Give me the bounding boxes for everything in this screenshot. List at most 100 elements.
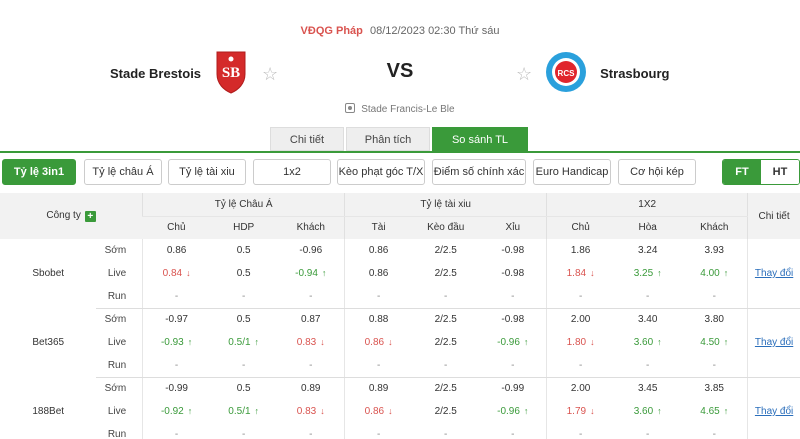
odds-cell: -0.92 ↑ (142, 400, 211, 423)
filter-correct-score[interactable]: Điểm số chính xác (432, 159, 526, 185)
odds-value: 4.00 (700, 268, 720, 279)
arrow-down-icon: ↓ (186, 268, 191, 278)
odds-value: - (309, 290, 313, 302)
sub-header-line: Kèo đầu (412, 216, 480, 239)
odds-cell: 0.83 ↓ (277, 331, 344, 354)
odds-value: 3.60 (633, 406, 654, 417)
odds-value: -0.96 (497, 406, 520, 417)
change-link[interactable]: Thay đổi (754, 406, 794, 417)
odds-cell: 1.86 (546, 239, 615, 262)
odds-value: 0.86 (364, 337, 385, 348)
filter-1x2[interactable]: 1x2 (253, 159, 331, 185)
odds-cell: -0.99 (479, 377, 546, 400)
arrow-up-icon: ↑ (187, 337, 193, 347)
ht-button[interactable]: HT (761, 160, 799, 184)
odds-cell: - (344, 285, 413, 309)
home-team-name[interactable]: Stade Brestois (110, 66, 202, 81)
away-team-logo: RCS (544, 50, 588, 97)
tab-odds-compare[interactable]: So sánh TL (432, 127, 528, 151)
odds-cell: 0.5/1 ↑ (210, 400, 277, 423)
ft-button[interactable]: FT (723, 160, 761, 184)
row-kind-early: Sớm (104, 314, 127, 326)
odds-cell: - (142, 423, 211, 439)
detail-cell (747, 285, 800, 309)
odds-value: - (646, 359, 650, 371)
odds-cell: 0.86 (142, 239, 211, 262)
filter-asian[interactable]: Tỷ lệ châu Á (84, 159, 162, 185)
home-team: Stade Brestois SB ☆ (110, 50, 278, 97)
odds-value: - (376, 359, 381, 371)
odds-value: - (578, 428, 583, 439)
odds-value: 3.40 (637, 314, 658, 326)
odds-value: -0.97 (165, 314, 188, 326)
detail-cell: Thay đổi (747, 331, 800, 354)
filter-over-under[interactable]: Tỷ lệ tài xiu (168, 159, 246, 185)
odds-cell: - (614, 423, 682, 439)
sub-header-x: Hòa (614, 216, 682, 239)
odds-value: - (646, 290, 650, 302)
odds-value: - (242, 290, 246, 302)
odds-value: - (242, 428, 246, 439)
odds-value: 2.00 (570, 383, 591, 395)
change-link[interactable]: Thay đổi (754, 268, 794, 279)
odds-cell: 3.85 (681, 377, 747, 400)
away-favorite-star-icon[interactable]: ☆ (516, 63, 533, 84)
away-team-name[interactable]: Strasbourg (600, 66, 670, 81)
odds-cell: - (681, 423, 748, 439)
add-company-icon[interactable]: + (84, 211, 96, 222)
odds-cell: - (277, 423, 345, 439)
odds-cell: 3.60 ↑ (614, 400, 681, 423)
arrow-down-icon: ↓ (590, 337, 595, 347)
tab-analysis[interactable]: Phân tích (346, 127, 430, 151)
home-team-logo: SB (213, 50, 249, 97)
odds-value: 3.25 (633, 268, 654, 279)
row-kind-early: Sớm (104, 245, 127, 256)
table-row: Run - - - - - - - - - (0, 285, 800, 309)
odds-cell: 0.83 ↓ (277, 400, 344, 423)
tab-detail[interactable]: Chi tiết (270, 127, 344, 151)
odds-cell: 1.79 ↓ (546, 400, 615, 423)
filter-corners[interactable]: Kèo phạt góc T/X (337, 159, 425, 185)
odds-cell: 0.5/1 ↑ (210, 331, 277, 354)
odds-value: 0.86 (368, 268, 389, 279)
table-row: Live -0.93 ↑ 0.5/1 ↑ 0.83 ↓ 0.86 ↓ 2/2.5 -0.96 ↑ 1.8… (0, 331, 800, 354)
odds-value: 3.80 (704, 314, 724, 326)
sub-header-home: Chủ (142, 216, 211, 239)
change-link[interactable]: Thay đổi (754, 337, 794, 348)
odds-cell: 3.93 (681, 239, 747, 262)
arrow-down-icon: ↓ (590, 406, 595, 416)
svg-text:RCS: RCS (558, 69, 576, 78)
odds-cell: -0.98 (479, 239, 546, 262)
match-header: VĐQG Pháp 08/12/2023 02:30 Thứ sáu Stade… (0, 0, 800, 122)
odds-cell: 0.84 ↓ (142, 262, 211, 285)
odds-cell: -0.96 ↑ (479, 400, 546, 423)
odds-cell: - (412, 354, 480, 378)
row-kind-early: Sớm (104, 383, 127, 395)
odds-value: -0.99 (165, 383, 188, 395)
filter-3in1[interactable]: Tỷ lệ 3in1 (2, 159, 76, 185)
odds-cell: 4.00 ↑ (681, 262, 747, 285)
odds-value: 0.89 (301, 383, 321, 395)
odds-cell: 2/2.5 (412, 262, 479, 285)
odds-value: 0.89 (368, 383, 389, 395)
odds-value: - (174, 359, 179, 371)
group-over-under-header: Tỷ lệ tài xiu (344, 193, 547, 217)
home-favorite-star-icon[interactable]: ☆ (262, 63, 279, 84)
odds-cell: - (681, 285, 748, 309)
odds-value: -0.98 (501, 314, 525, 326)
odds-value: -0.98 (501, 268, 525, 279)
arrow-up-icon: ↑ (523, 337, 529, 347)
odds-cell: 0.86 ↓ (344, 400, 413, 423)
odds-value: - (376, 290, 381, 302)
odds-value: - (242, 359, 246, 371)
arrow-down-icon: ↓ (320, 406, 325, 416)
odds-value: 3.85 (704, 383, 724, 395)
away-team: ☆ RCS Strasbourg (516, 50, 669, 97)
filter-euro-handicap[interactable]: Euro Handicap (533, 159, 611, 185)
table-row: Sbobet Sớm 0.86 0.5 -0.96 0.86 2/2.5 -0.98 1.86 3… (0, 239, 800, 279)
filter-double-chance[interactable]: Cơ hội kép (618, 159, 696, 185)
odds-value: - (309, 428, 313, 439)
league-name[interactable]: VĐQG Pháp (300, 25, 363, 37)
odds-value: 0.5/1 (228, 406, 251, 417)
odds-value: -0.96 (299, 245, 323, 256)
